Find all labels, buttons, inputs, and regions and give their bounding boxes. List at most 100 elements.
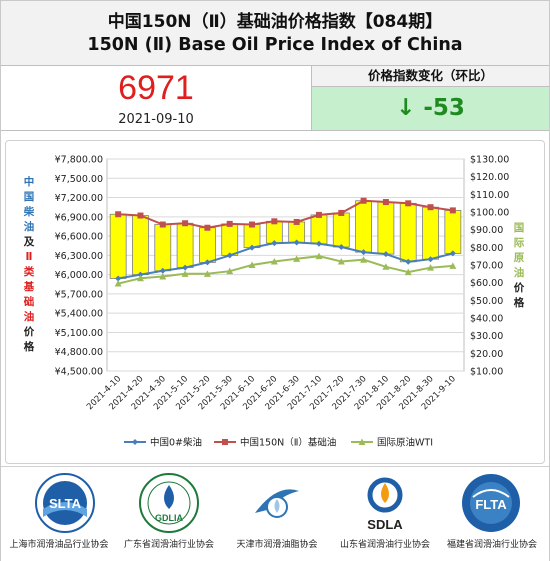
base-oil-point	[204, 224, 211, 231]
assoc-name-guangdong: 广东省润滑油行业协会	[123, 540, 214, 550]
legend-label: 中国150N（Ⅱ）基础油	[240, 437, 336, 449]
base-oil-point	[115, 211, 122, 218]
left-tick-label: ¥6,600.00	[55, 232, 103, 243]
left-axis-label-char: 及	[24, 236, 35, 248]
wti-point	[203, 270, 211, 277]
spread-bar	[109, 213, 127, 279]
title-cn: 中国150N（Ⅱ）基础油价格指数【084期】	[107, 12, 443, 32]
spread-bar	[265, 220, 283, 244]
left-axis-label-char: 国	[24, 191, 35, 203]
change-label: 价格指数变化（环比）	[312, 66, 549, 87]
change-value: ↓ -53	[396, 95, 465, 121]
wti-point	[270, 257, 278, 265]
diesel-line	[118, 241, 454, 280]
spread-bar	[221, 223, 239, 256]
assoc-name-shanghai: 上海市润滑油品行业协会	[9, 540, 109, 550]
right-tick-label: $30.00	[470, 331, 503, 342]
wti-point	[181, 270, 189, 277]
wti-point	[159, 272, 167, 280]
spread-bar	[199, 227, 216, 263]
diesel-point	[204, 259, 211, 266]
base-oil-point	[360, 197, 367, 204]
wti-point	[293, 255, 301, 262]
assoc-name-shandong: 山东省润滑油行业协会	[339, 540, 430, 550]
gdlia-logo: GDLIA	[137, 473, 201, 537]
spread-bar	[176, 222, 194, 268]
right-tick-label: $130.00	[470, 155, 509, 166]
left-axis-label-char: 中	[24, 175, 35, 188]
legend-label: 国际原油WTI	[377, 437, 433, 449]
diesel-point	[115, 275, 122, 282]
wti-point	[114, 280, 122, 287]
index-box: 6971 2021-09-10	[1, 66, 312, 130]
base-oil-point	[159, 221, 166, 228]
wti-point	[404, 268, 412, 276]
left-axis-label-char: 油	[24, 310, 35, 323]
right-axis-label-char: 国	[514, 222, 525, 234]
spread-bar	[422, 206, 439, 260]
left-tick-label: ¥5,100.00	[55, 328, 103, 339]
left-tick-label: ¥5,400.00	[55, 309, 103, 320]
spread-bar	[243, 224, 261, 249]
diesel-point	[159, 267, 166, 274]
svg-text:FLTA: FLTA	[475, 497, 507, 512]
assoc-name-fujian: 福建省润滑油行业协会	[446, 540, 537, 550]
legend-marker	[358, 438, 366, 445]
wti-point	[360, 256, 368, 263]
base-oil-point	[315, 211, 322, 218]
right-axis-label-char: 价	[514, 282, 525, 294]
wti-line	[117, 255, 453, 285]
right-axis-label-char: 油	[514, 266, 525, 279]
base-oil-point	[182, 220, 189, 227]
right-tick-label: $10.00	[470, 367, 503, 378]
legend-label: 中国0#柴油	[150, 437, 202, 449]
base-oil-point	[137, 212, 144, 219]
chart-panel: ¥7,800.00 ¥7,500.00 ¥7,200.00 ¥6,900.00 ¥6,6…	[5, 140, 545, 464]
spread-bar	[132, 215, 149, 276]
diesel-point	[449, 250, 456, 257]
diesel-point	[382, 251, 389, 258]
base-oil-line	[118, 199, 453, 229]
right-tick-label: $90.00	[470, 225, 503, 236]
left-tick-label: ¥6,000.00	[55, 270, 103, 281]
header: 中国150N（Ⅱ）基础油价格指数【084期】 150N (Ⅱ) Base Oil…	[1, 1, 549, 66]
wti-point	[315, 252, 323, 260]
wti-point	[337, 257, 345, 265]
right-axis-label-char: 格	[514, 296, 525, 309]
left-tick-label: ¥7,200.00	[55, 193, 103, 204]
right-tick-label: $100.00	[470, 208, 509, 219]
left-axis-label-char: 类	[24, 265, 35, 278]
right-axis-label-char: 原	[514, 252, 525, 264]
diesel-point	[360, 249, 367, 256]
footer: SLTA 上海市润滑油品行业协会 GDLIA 广东省润滑油行业协会 天津市润滑油…	[1, 466, 549, 561]
diesel-point	[249, 244, 256, 251]
flta-logo: FLTA	[459, 473, 523, 537]
tianjin-logo	[247, 473, 307, 537]
diesel-point	[182, 264, 189, 271]
assoc-name-tianjin: 天津市润滑油脂协会	[236, 540, 318, 550]
right-tick-label: $20.00	[470, 349, 503, 360]
right-tick-label: $110.00	[470, 190, 509, 201]
left-axis-label-char: 础	[24, 295, 35, 308]
sdla-logo: SDLA	[353, 473, 417, 539]
diesel-point	[405, 258, 412, 265]
legend-marker	[222, 439, 228, 445]
spread-bar	[288, 221, 306, 243]
spread-bar	[444, 209, 462, 254]
left-axis-label-char: 格	[24, 340, 35, 353]
price-index-chart: ¥7,800.00 ¥7,500.00 ¥7,200.00 ¥6,900.00 ¥6,6…	[23, 155, 525, 449]
base-oil-point	[271, 218, 278, 225]
left-tick-label: ¥7,500.00	[55, 174, 103, 185]
diesel-point	[137, 271, 144, 278]
diesel-point	[271, 240, 278, 247]
index-date: 2021-09-10	[118, 112, 194, 127]
left-axis-label-char: 基	[23, 280, 35, 293]
base-oil-point	[427, 204, 434, 211]
right-tick-label: $60.00	[470, 278, 503, 289]
base-oil-point	[249, 221, 256, 228]
diesel-point	[226, 252, 233, 259]
right-tick-label: $50.00	[470, 296, 503, 307]
wti-point	[226, 267, 234, 275]
spread-bar	[154, 224, 172, 272]
change-box: ↓ -53	[312, 87, 549, 130]
